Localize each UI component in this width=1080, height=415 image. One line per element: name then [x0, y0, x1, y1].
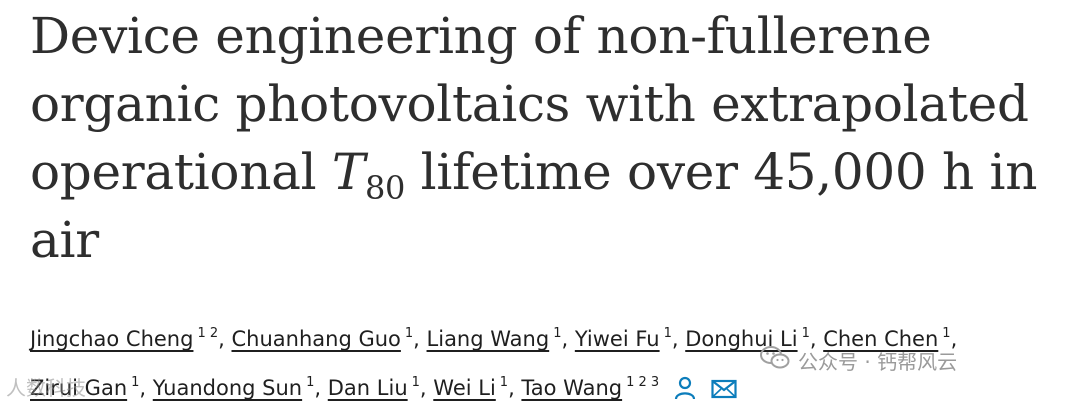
author-link[interactable]: Yuandong Sun: [152, 376, 303, 400]
person-icon-svg: [674, 376, 695, 400]
title-text-after: lifetime over 45,000 h in air: [30, 143, 1038, 269]
person-icon[interactable]: [674, 371, 696, 415]
author-affiliation: 1: [499, 375, 509, 390]
author-affiliation: 1: [404, 326, 414, 341]
watermark-text: 公众号 · 钙帮风云: [798, 349, 958, 374]
envelope-icon-svg: [710, 379, 737, 399]
envelope-icon[interactable]: [710, 371, 737, 415]
author-link[interactable]: Tao Wang: [521, 376, 623, 400]
title-text-before: Device engineering of non-fullerene orga…: [30, 7, 1029, 201]
watermark-wechat: 公众号 · 钙帮风云: [760, 345, 957, 375]
author-link[interactable]: Zirui Gan: [30, 376, 128, 400]
author-affiliation: 1: [131, 375, 140, 390]
author-link[interactable]: Chuanhang Guo: [231, 327, 401, 351]
author-list: Jingchao Cheng 1 2, Chuanhang Guo 1, Liang…: [30, 312, 1070, 415]
author-link[interactable]: Dan Liu: [327, 376, 408, 400]
author-affiliation: 1 2 3: [626, 375, 660, 390]
watermark-corner: 人数科技: [6, 376, 86, 400]
author-link[interactable]: Liang Wang: [426, 327, 550, 351]
author-affiliation: 1: [411, 375, 420, 390]
author-link[interactable]: Jingchao Cheng: [30, 327, 194, 351]
title-t80-symbol: T80: [331, 143, 405, 204]
author-affiliation: 1 2: [197, 326, 219, 341]
title-t80-subscript: 80: [364, 169, 406, 207]
author-link[interactable]: Wei Li: [433, 376, 496, 400]
author-affiliation: 1: [306, 375, 315, 390]
author-affiliation: 1: [663, 326, 672, 341]
author-link[interactable]: Donghui Li: [685, 327, 798, 351]
author-link[interactable]: Yiwei Fu: [574, 327, 660, 351]
article-title: Device engineering of non-fullerene orga…: [30, 2, 1070, 274]
author-affiliation: 1: [942, 326, 951, 341]
author-affiliation: 1: [553, 326, 562, 341]
wechat-icon: [760, 345, 790, 376]
author-affiliation: 1: [801, 326, 810, 341]
title-t80-letter: T: [331, 143, 365, 201]
author-link[interactable]: Chen Chen: [823, 327, 939, 351]
